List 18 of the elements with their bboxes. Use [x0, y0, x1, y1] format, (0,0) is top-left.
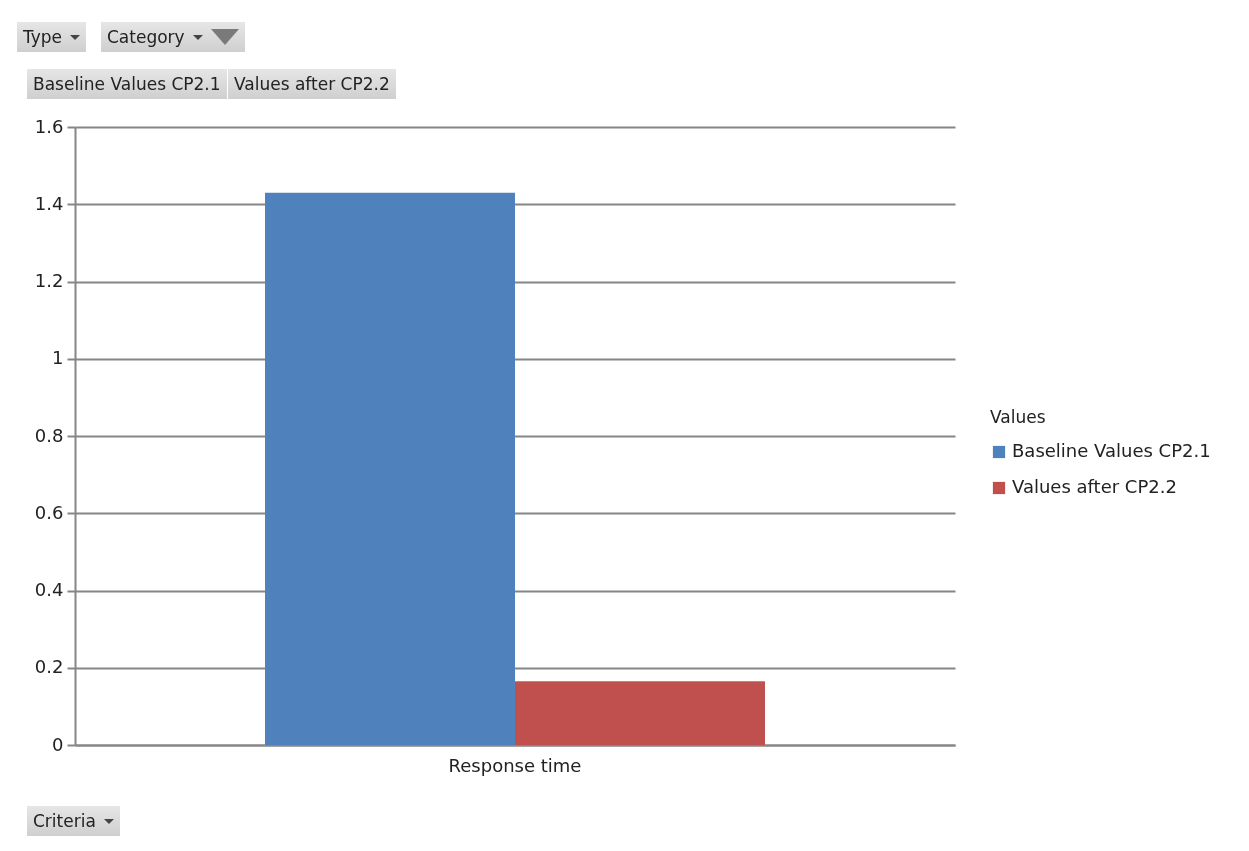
y-tick-label: 0.2 [34, 656, 64, 678]
y-tick-label: 1 [52, 347, 64, 369]
y-tick-label: 1.4 [34, 192, 64, 214]
y-tick-label: 0.4 [34, 579, 64, 600]
field-button[interactable]: Type [17, 22, 88, 52]
field-button[interactable]: Criteria [27, 806, 121, 836]
y-tick-label: 1.6 [34, 115, 64, 137]
y-tick-label: 0.8 [34, 424, 64, 446]
y-tick-label: 1.2 [34, 270, 64, 291]
field-button[interactable]: Baseline Values CP2.1 [27, 69, 228, 99]
x-tick-label: Response time [448, 754, 582, 776]
legend-label: Values after CP2.2 [1012, 476, 1177, 497]
legend-label: Baseline Values CP2.1 [1012, 440, 1211, 461]
y-tick-label: 0 [52, 733, 64, 755]
field-button[interactable]: Category [101, 22, 246, 52]
field-button[interactable]: Values after CP2.2 [228, 69, 397, 99]
y-tick-label: 0.6 [34, 501, 64, 523]
legend-title: Values [990, 407, 1046, 427]
